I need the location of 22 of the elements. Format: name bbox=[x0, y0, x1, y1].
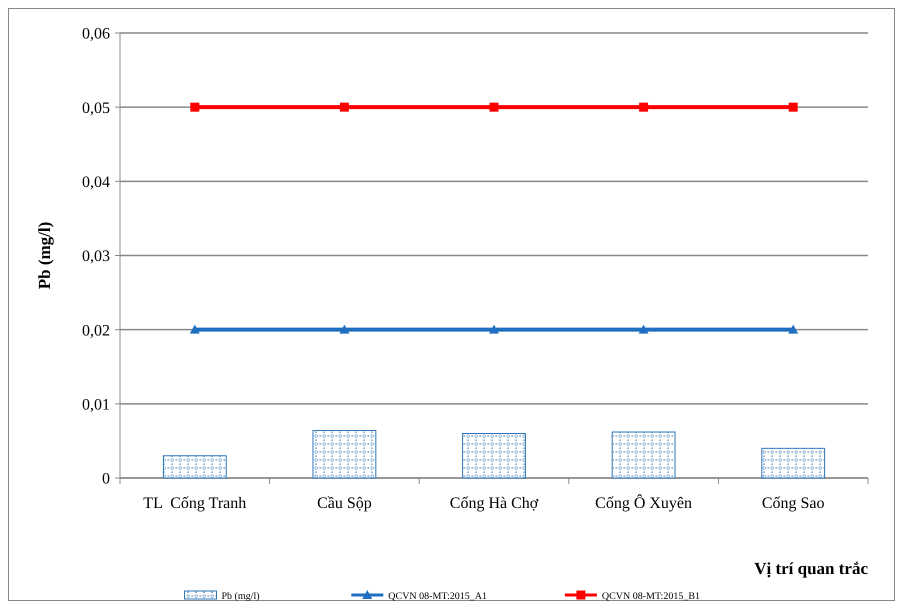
x-tick-label: Cống Hà Chợ bbox=[450, 495, 539, 512]
bar bbox=[162, 455, 227, 478]
y-axis-title: Pb (mg/l) bbox=[35, 222, 54, 290]
y-tick-label: 0,03 bbox=[82, 248, 110, 266]
legend-label: QCVN 08-MT:2015_B1 bbox=[602, 591, 700, 602]
y-tick-label: 0,04 bbox=[82, 174, 110, 191]
bar bbox=[612, 432, 676, 478]
x-tick-label: Cống Ô Xuyên bbox=[595, 494, 692, 512]
y-tick-label: 0,05 bbox=[82, 100, 110, 117]
legend-label: Pb (mg/l) bbox=[222, 591, 260, 602]
x-tick-label: Cống Sao bbox=[762, 495, 825, 512]
y-tick-label: 0,06 bbox=[82, 26, 110, 43]
bar bbox=[312, 430, 376, 478]
bar bbox=[462, 433, 526, 478]
y-tick-label: 0 bbox=[102, 470, 110, 488]
x-tick-label: Cầu Sộp bbox=[317, 495, 372, 512]
x-axis-title: Vị trí quan trắc bbox=[754, 559, 868, 578]
x-tick-label: TL Cống Tranh bbox=[143, 495, 246, 512]
y-tick-label: 0,02 bbox=[82, 322, 110, 340]
bar bbox=[761, 448, 826, 478]
legend-label: QCVN 08-MT:2015_A1 bbox=[388, 591, 487, 602]
y-tick-label: 0,01 bbox=[82, 396, 110, 414]
